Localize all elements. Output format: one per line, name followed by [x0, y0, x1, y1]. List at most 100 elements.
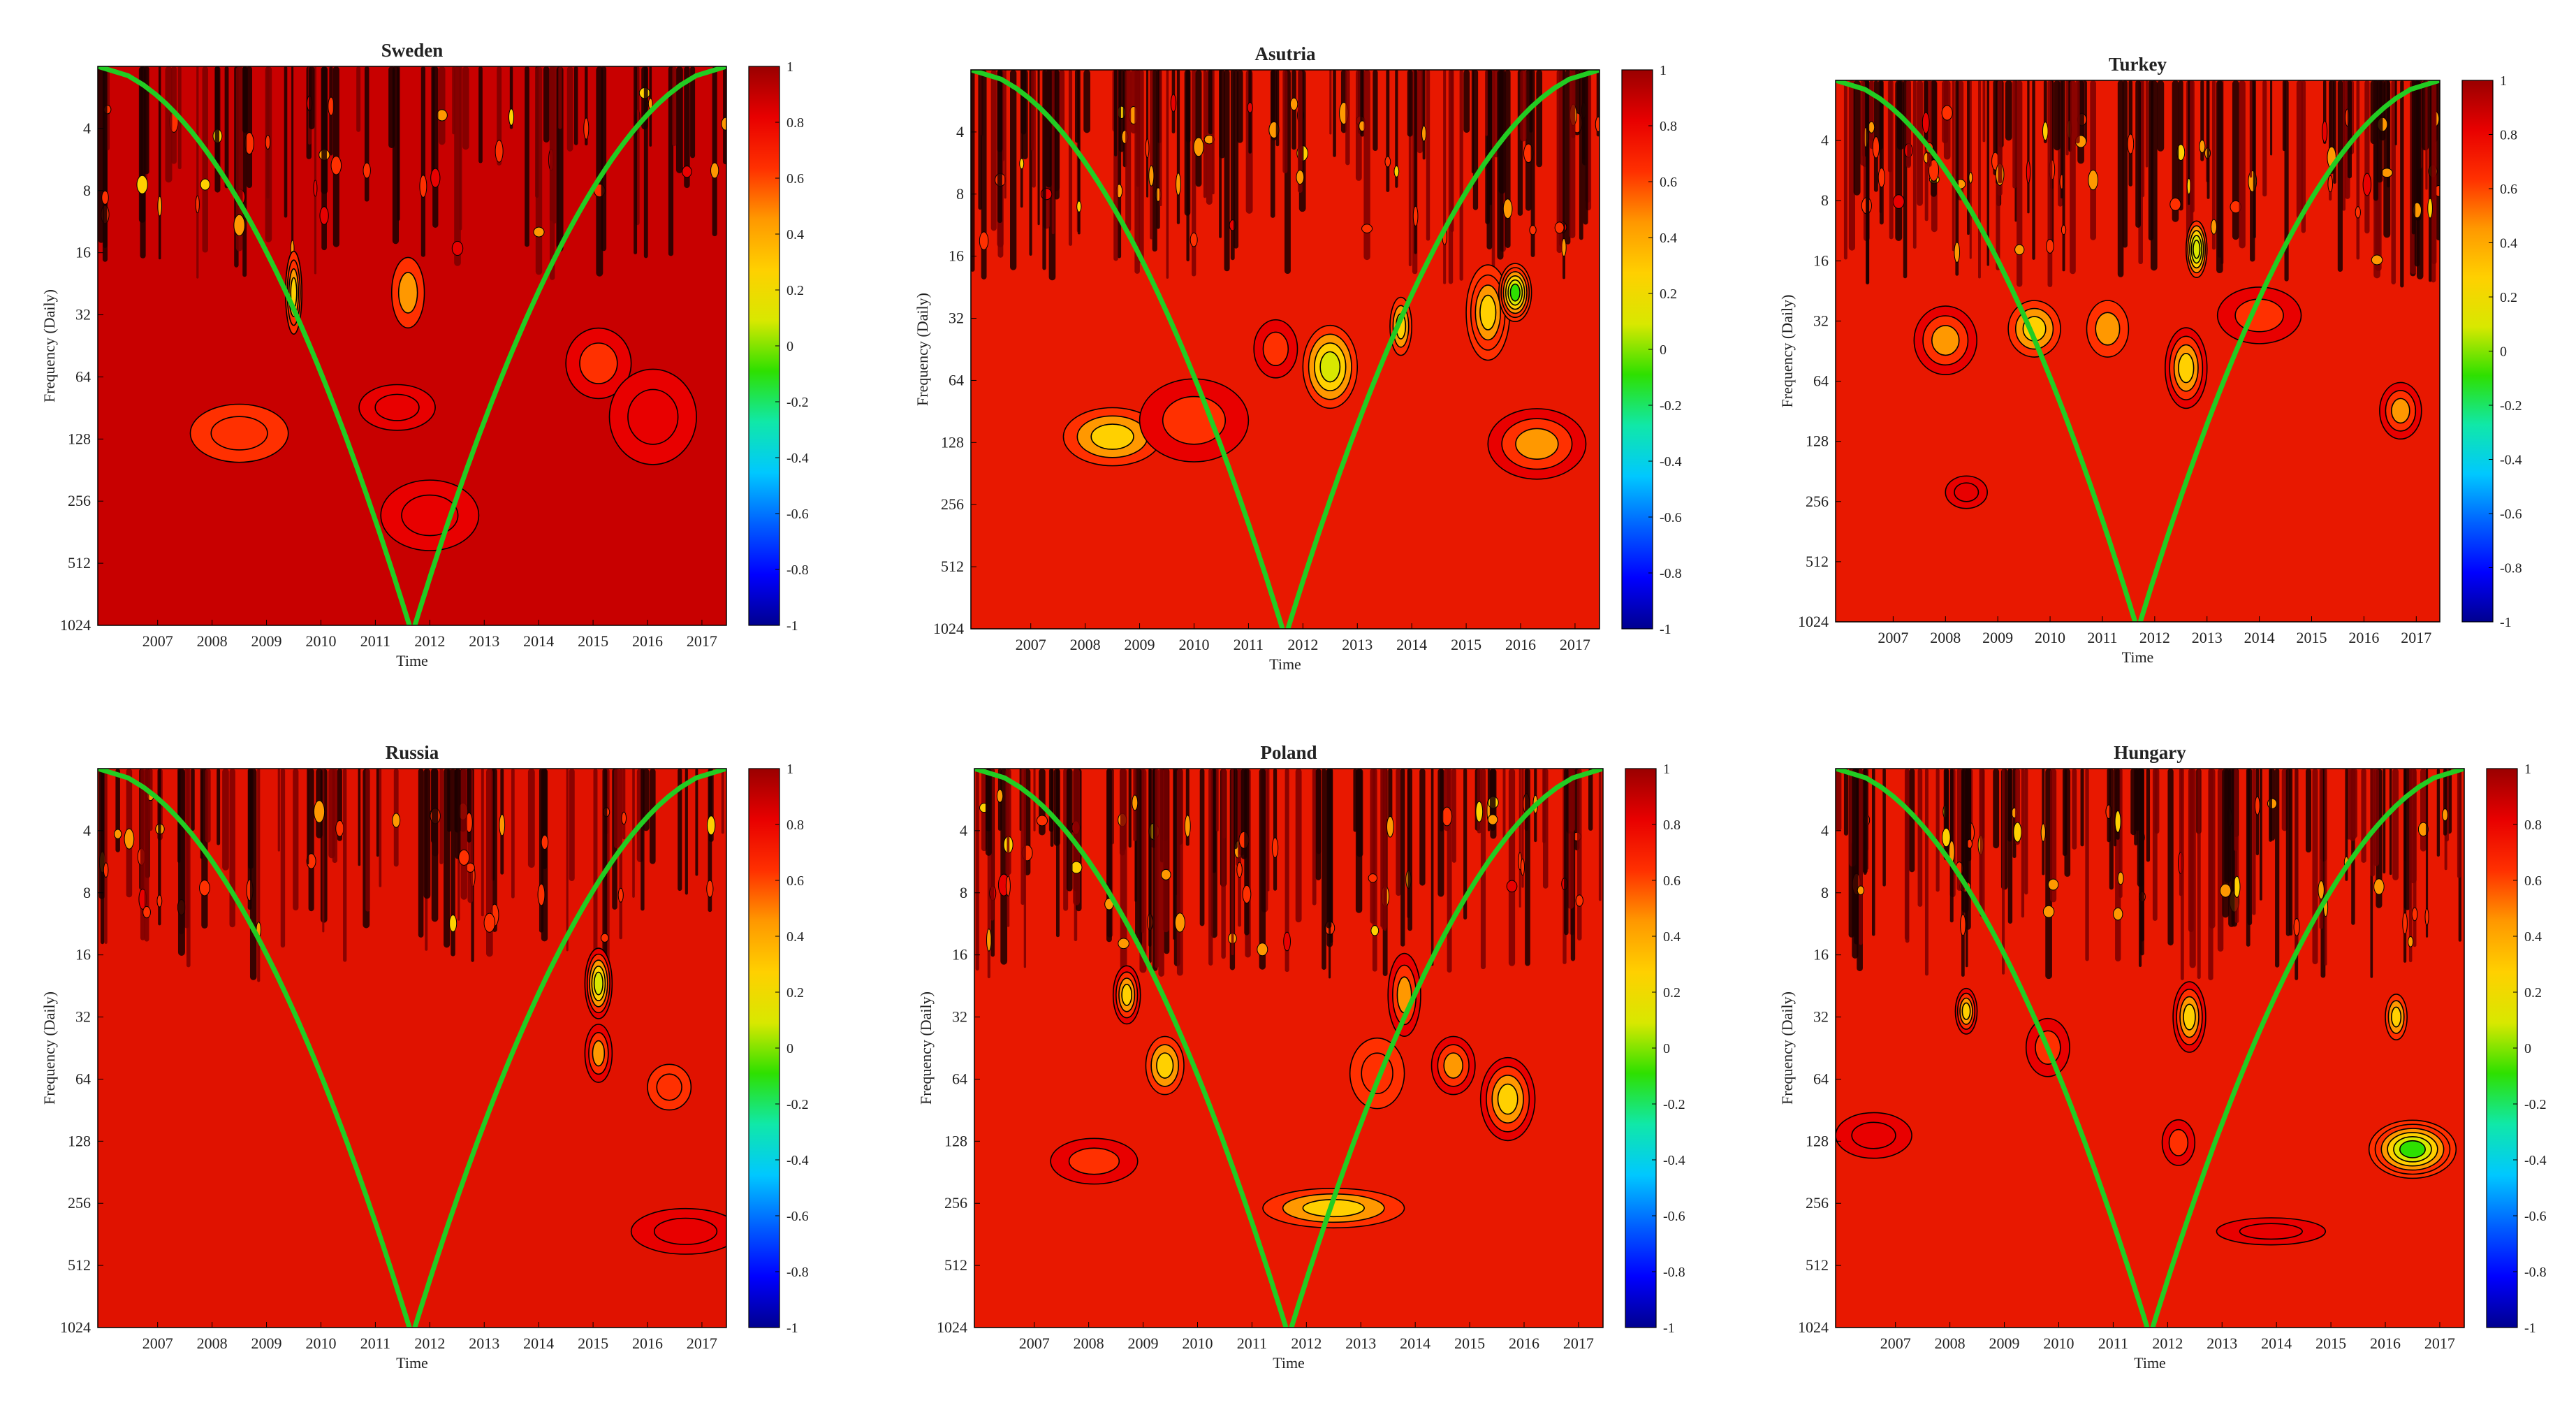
noise-blob: [103, 862, 109, 878]
noise-blob: [2026, 160, 2031, 184]
coherence-contour: [656, 1073, 682, 1101]
cone-of-influence-left: [98, 769, 412, 1328]
noise-streak: [2017, 80, 2023, 287]
noise-blob: [330, 156, 342, 175]
colorbar-tick-label: -1: [1663, 1321, 1675, 1336]
noise-streak: [1155, 769, 1159, 968]
y-tick-label: 4: [83, 119, 91, 137]
x-tick-label: 2014: [1400, 1335, 1430, 1352]
cone-of-influence-right: [412, 66, 726, 625]
noise-streak: [1956, 769, 1962, 891]
noise-streak: [990, 70, 997, 231]
noise-streak: [2239, 80, 2246, 249]
noise-streak: [1386, 70, 1390, 192]
noise-streak: [2062, 80, 2065, 272]
noise-streak: [1905, 769, 1910, 943]
noise-streak: [1355, 769, 1363, 913]
noise-streak: [1106, 769, 1112, 943]
noise-streak: [1275, 70, 1280, 147]
noise-streak: [478, 66, 483, 163]
noise-streak: [1380, 769, 1383, 927]
x-tick-label: 2017: [687, 1335, 717, 1352]
colorbar-tick-label: 0.8: [2500, 128, 2517, 143]
noise-streak: [115, 769, 120, 852]
noise-blob: [682, 166, 692, 178]
noise-streak: [1159, 70, 1162, 207]
x-tick-label: 2011: [360, 1335, 390, 1352]
x-tick-label: 2015: [2297, 629, 2327, 646]
noise-streak: [1363, 70, 1370, 261]
y-tick-label: 32: [1813, 312, 1829, 329]
cone-of-influence-left: [1836, 769, 2150, 1328]
noise-streak: [2429, 80, 2432, 282]
noise-blob: [1289, 97, 1298, 111]
x-tick-label: 2009: [1989, 1335, 2020, 1352]
colorbar-tick-label: 0.2: [786, 985, 804, 1001]
noise-streak: [1004, 70, 1007, 199]
noise-streak: [293, 769, 299, 911]
colorbar-tick-label: -0.4: [1660, 454, 1682, 470]
noise-streak: [2422, 80, 2429, 151]
coherence-contour: [592, 1040, 606, 1067]
noise-streak: [2172, 80, 2179, 222]
plot-background: [98, 769, 726, 1328]
cone-of-influence-left: [1836, 80, 2138, 622]
chart-title: Russia: [386, 742, 439, 763]
x-tick-label: 2007: [142, 632, 173, 650]
noise-streak: [1333, 70, 1336, 157]
noise-blob: [979, 231, 989, 251]
noise-streak: [1150, 70, 1153, 240]
noise-streak: [1986, 80, 1989, 266]
noise-blob: [1145, 138, 1150, 159]
wavelet-panel-russia: Russia 2007 2008 2009 2010 2011 2012 2013 2014 20…: [41, 742, 809, 1372]
noise-streak: [1297, 70, 1303, 193]
y-tick-label: 512: [1806, 553, 1829, 570]
y-tick-label: 512: [68, 1256, 91, 1274]
noise-streak: [2284, 80, 2289, 282]
chart-title: Hungary: [2114, 742, 2186, 763]
colorbar: [1625, 768, 1657, 1328]
noise-blob: [617, 887, 624, 903]
noise-blob: [1487, 814, 1498, 825]
noise-streak: [388, 66, 395, 149]
noise-streak: [678, 769, 682, 892]
noise-blob: [1386, 815, 1394, 838]
noise-streak: [1312, 769, 1317, 906]
noise-streak: [2021, 769, 2025, 918]
noise-streak: [1967, 80, 1970, 235]
x-tick-label: 2009: [1125, 636, 1155, 653]
noise-streak: [2118, 769, 2123, 899]
noise-streak: [1231, 769, 1234, 955]
noise-streak: [1463, 70, 1470, 133]
noise-blob: [1595, 116, 1600, 132]
noise-streak: [423, 769, 431, 899]
colorbar-tick-label: 0.8: [2524, 817, 2542, 833]
noise-blob: [448, 915, 458, 932]
noise-streak: [177, 769, 185, 956]
noise-streak: [566, 66, 573, 152]
noise-streak: [2431, 80, 2436, 283]
y-tick-label: 8: [83, 182, 91, 199]
noise-streak: [2275, 769, 2280, 968]
noise-streak: [1020, 70, 1023, 208]
y-tick-label: 4: [83, 822, 91, 839]
colorbar-tick-label: -0.6: [1660, 510, 1682, 525]
noise-streak: [214, 66, 220, 163]
noise-streak: [222, 769, 229, 871]
noise-streak: [2364, 80, 2370, 234]
noise-streak: [1315, 769, 1322, 880]
x-tick-label: 2007: [1019, 1335, 1050, 1352]
noise-blob: [1872, 136, 1880, 159]
noise-blob: [1954, 242, 1961, 263]
coherence-plot-area: [971, 70, 1600, 629]
noise-streak: [1491, 70, 1495, 280]
colorbar-tick-label: 0.6: [786, 171, 804, 187]
colorbar-tick-label: -0.2: [1660, 398, 1682, 414]
noise-streak: [1853, 80, 1861, 196]
noise-streak: [2042, 769, 2045, 875]
cone-of-influence-right: [412, 769, 726, 1328]
noise-streak: [614, 769, 620, 849]
x-tick-label: 2016: [1505, 636, 1536, 653]
cone-of-influence-right: [2137, 80, 2440, 622]
noise-streak: [1266, 769, 1270, 892]
